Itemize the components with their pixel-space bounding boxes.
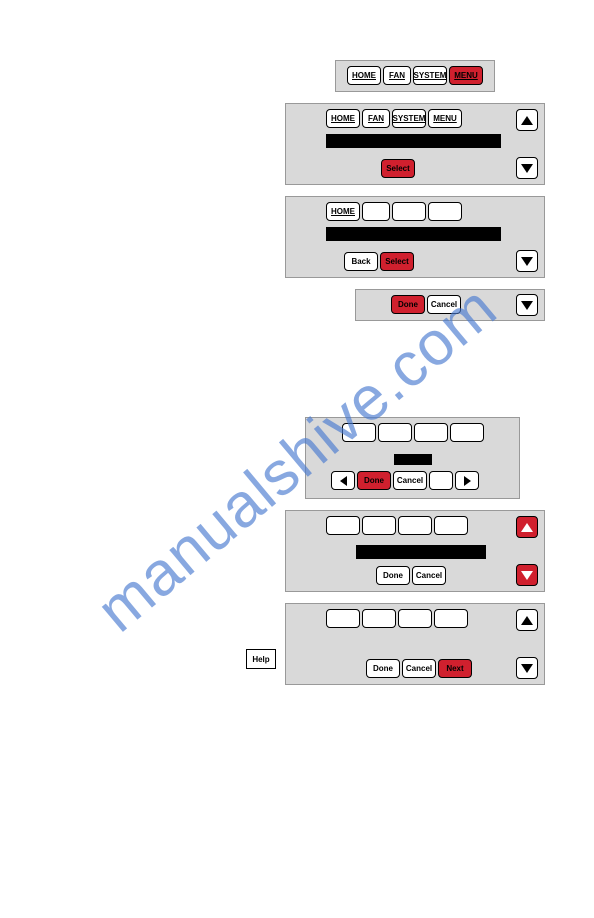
display-bar [326, 227, 501, 241]
fan-button[interactable]: FAN [362, 109, 390, 128]
up-arrow-button[interactable] [516, 109, 538, 131]
panel-3: HOME Back Select [285, 196, 545, 278]
select-button[interactable]: Select [381, 159, 415, 178]
down-arrow-button[interactable] [516, 157, 538, 179]
blank-button[interactable] [450, 423, 484, 442]
blank-button[interactable] [378, 423, 412, 442]
panel-4: Done Cancel [355, 289, 545, 321]
down-arrow-button[interactable] [516, 250, 538, 272]
back-button[interactable]: Back [344, 252, 378, 271]
menu-button[interactable]: MENU [428, 109, 462, 128]
blank-button[interactable] [434, 516, 468, 535]
done-button[interactable]: Done [391, 295, 425, 314]
help-button[interactable]: Help [246, 649, 276, 669]
cancel-button[interactable]: Cancel [393, 471, 427, 490]
display-bar [394, 454, 432, 465]
done-button[interactable]: Done [366, 659, 400, 678]
menu-button[interactable]: MENU [449, 66, 483, 85]
select-button[interactable]: Select [380, 252, 414, 271]
up-arrow-button[interactable] [516, 516, 538, 538]
blank-button[interactable] [326, 609, 360, 628]
up-arrow-button[interactable] [516, 609, 538, 631]
blank-button[interactable] [428, 202, 462, 221]
cancel-button[interactable]: Cancel [412, 566, 446, 585]
blank-button[interactable] [429, 471, 453, 490]
display-bar [326, 134, 501, 148]
down-arrow-button[interactable] [516, 564, 538, 586]
home-button[interactable]: HOME [347, 66, 381, 85]
panel-1: HOME FAN SYSTEM MENU [335, 60, 495, 92]
blank-button[interactable] [398, 609, 432, 628]
panel-column: HOME FAN SYSTEM MENU HOME FAN SYSTEM MEN… [285, 60, 575, 696]
right-arrow-button[interactable] [455, 471, 479, 490]
blank-button[interactable] [392, 202, 426, 221]
system-button[interactable]: SYSTEM [392, 109, 426, 128]
blank-button[interactable] [362, 609, 396, 628]
done-button[interactable]: Done [357, 471, 391, 490]
cancel-button[interactable]: Cancel [427, 295, 461, 314]
down-arrow-button[interactable] [516, 294, 538, 316]
panel-2: HOME FAN SYSTEM MENU Select [285, 103, 545, 185]
panel-7: Help Done Cancel Next [285, 603, 545, 685]
home-button[interactable]: HOME [326, 202, 360, 221]
next-button[interactable]: Next [438, 659, 472, 678]
system-button[interactable]: SYSTEM [413, 66, 447, 85]
down-arrow-button[interactable] [516, 657, 538, 679]
blank-button[interactable] [326, 516, 360, 535]
panel-5: Done Cancel [305, 417, 520, 499]
blank-button[interactable] [398, 516, 432, 535]
home-button[interactable]: HOME [326, 109, 360, 128]
blank-button[interactable] [434, 609, 468, 628]
panel-6: Done Cancel [285, 510, 545, 592]
done-button[interactable]: Done [376, 566, 410, 585]
left-arrow-button[interactable] [331, 471, 355, 490]
fan-button[interactable]: FAN [383, 66, 411, 85]
blank-button[interactable] [342, 423, 376, 442]
blank-button[interactable] [362, 202, 390, 221]
display-bar [356, 545, 486, 559]
cancel-button[interactable]: Cancel [402, 659, 436, 678]
blank-button[interactable] [414, 423, 448, 442]
blank-button[interactable] [362, 516, 396, 535]
